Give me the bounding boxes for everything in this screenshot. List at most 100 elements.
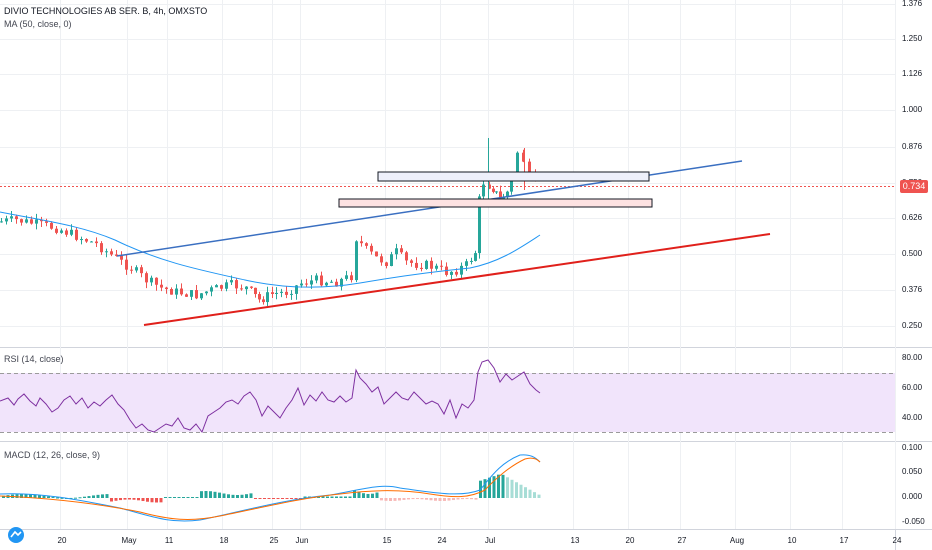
candle-body <box>40 219 43 222</box>
candle-body <box>130 269 133 271</box>
rsi-line[interactable] <box>0 359 541 434</box>
macd-bar <box>83 496 86 498</box>
macd-bar <box>119 498 122 501</box>
moving-average-line[interactable] <box>0 211 541 288</box>
candle-body <box>345 275 348 279</box>
macd-bar <box>164 497 167 498</box>
candle-body <box>335 281 338 287</box>
macd-bar <box>60 497 64 499</box>
ma-legend[interactable]: MA (50, close, 0) <box>4 19 72 29</box>
tradingview-logo-icon[interactable] <box>6 526 26 544</box>
candle-body <box>350 275 353 281</box>
candle-body <box>488 184 491 189</box>
candle-body <box>510 176 513 192</box>
candle-body <box>380 256 383 263</box>
candle-body <box>420 267 423 269</box>
support-zone-box[interactable] <box>338 198 653 208</box>
macd-bar <box>110 498 113 502</box>
candle-body <box>528 161 531 174</box>
macd-bar <box>74 497 77 499</box>
macd-bar <box>200 491 203 498</box>
macd-bar <box>101 494 104 498</box>
macd-bar <box>231 494 235 498</box>
macd-bar <box>195 497 199 498</box>
candle-body <box>195 290 198 299</box>
macd-bar <box>380 498 383 501</box>
candle-body <box>495 191 498 193</box>
macd-bar <box>128 498 131 500</box>
macd-bar <box>290 498 293 499</box>
macd-bar <box>20 494 23 498</box>
candle-body <box>35 219 38 224</box>
macd-bar <box>384 498 388 501</box>
candle-body <box>45 221 48 223</box>
macd-bar <box>227 494 230 498</box>
macd-bar <box>515 482 518 498</box>
candle-body <box>266 292 269 303</box>
candle-body <box>0 221 3 223</box>
candle-body <box>25 219 28 223</box>
candle-body <box>180 288 183 295</box>
macd-bar <box>249 493 253 498</box>
macd-bar <box>159 498 163 503</box>
candle-body <box>290 293 293 295</box>
macd-bar <box>366 493 370 498</box>
macd-bar <box>362 493 365 498</box>
candle-body <box>360 241 363 244</box>
macd-bar <box>429 498 433 501</box>
macd-bar <box>393 498 397 501</box>
candle-body <box>190 290 193 297</box>
candle-body <box>415 262 418 268</box>
macd-bar <box>510 479 514 498</box>
macd-pane[interactable] <box>0 443 895 529</box>
rsi-band <box>0 373 895 432</box>
candle-body <box>465 261 468 266</box>
macd-legend[interactable]: MACD (12, 26, close, 9) <box>4 450 101 460</box>
macd-bar <box>416 498 419 500</box>
candle-body <box>105 251 108 253</box>
symbol-title[interactable]: DIVIO TECHNOLOGIES AB SER. B, 4h, OMXSTO <box>4 6 208 16</box>
macd-bar <box>137 498 140 501</box>
macd-bar <box>146 498 149 502</box>
candle-body <box>125 259 128 270</box>
macd-bar <box>375 492 379 498</box>
macd-bar <box>33 494 37 498</box>
macd-bar <box>456 498 460 500</box>
candle-body <box>254 287 257 295</box>
candle-body <box>175 288 178 295</box>
macd-bar <box>29 494 32 498</box>
lower-trendline[interactable] <box>143 233 771 326</box>
candle-body <box>330 281 333 283</box>
time-tick-label: 20 <box>57 536 67 545</box>
signal-line[interactable] <box>0 457 541 520</box>
candle-body <box>310 280 313 285</box>
candle-body <box>405 252 408 261</box>
time-tick-label: 15 <box>382 536 392 545</box>
candle-body <box>460 265 463 275</box>
macd-bar <box>461 498 464 500</box>
macd-bar <box>78 497 82 499</box>
candle-body <box>425 260 428 269</box>
macd-bar <box>56 497 59 499</box>
macd-bar <box>425 498 428 500</box>
macd-bar <box>204 491 208 498</box>
candle-body <box>20 219 23 223</box>
price-tick-label: 0.376 <box>902 285 923 294</box>
candle-body <box>478 196 481 254</box>
candle-body <box>150 277 153 283</box>
macd-bar <box>420 498 424 500</box>
candle-body <box>385 262 388 267</box>
macd-bar <box>168 497 172 498</box>
candle-body <box>230 280 233 283</box>
candle-body <box>215 285 218 288</box>
macd-bar <box>285 498 289 499</box>
macd-tick-label: -0.050 <box>902 517 925 526</box>
rsi-legend[interactable]: RSI (14, close) <box>4 354 64 364</box>
macd-bar <box>42 495 46 498</box>
candle-body <box>499 191 502 199</box>
macd-bar <box>474 498 478 500</box>
price-tick-label: 0.250 <box>902 321 923 330</box>
candle-body <box>275 292 278 294</box>
resistance-zone-box[interactable] <box>377 171 650 182</box>
